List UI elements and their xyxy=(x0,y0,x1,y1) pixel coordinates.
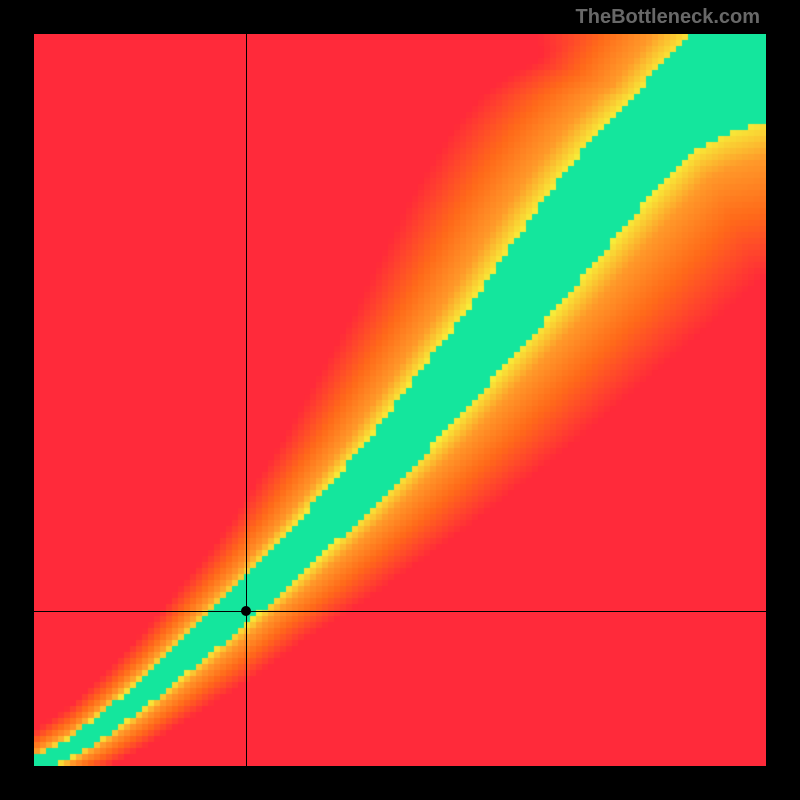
heatmap-canvas xyxy=(34,34,766,766)
crosshair-vertical xyxy=(246,34,247,766)
crosshair-horizontal xyxy=(34,611,766,612)
plot-area xyxy=(34,34,766,766)
crosshair-marker xyxy=(241,606,251,616)
attribution-text: TheBottleneck.com xyxy=(576,6,760,29)
